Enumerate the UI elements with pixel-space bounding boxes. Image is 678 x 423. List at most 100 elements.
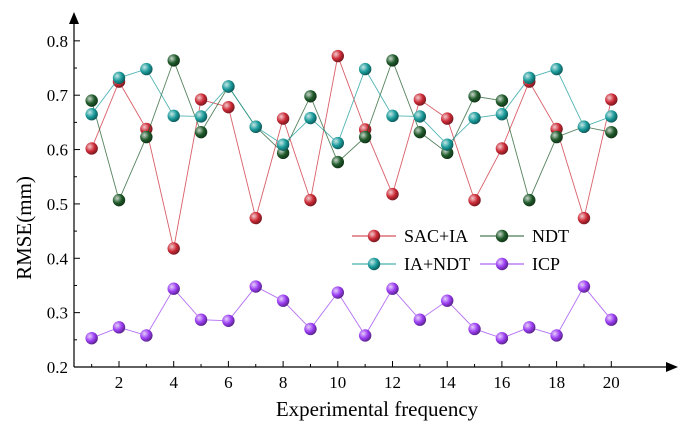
data-point-icp (167, 282, 180, 295)
data-point-ndt (468, 90, 481, 103)
y-tick-label: 0.2 (47, 358, 68, 377)
data-point-icp (550, 329, 563, 342)
x-tick-label: 8 (279, 373, 288, 392)
data-point-ndt (605, 125, 618, 139)
data-point-icp (358, 329, 372, 342)
data-point-ia-ndt (140, 62, 153, 76)
data-point-ia-ndt (577, 120, 591, 133)
data-point-ndt (358, 130, 372, 144)
y-axis-title: RMSE(mm) (12, 176, 36, 280)
data-point-ia-ndt (222, 80, 235, 93)
data-point-ia-ndt (167, 109, 180, 123)
legend-item-icp: ICP (480, 254, 560, 274)
data-point-icp (331, 286, 344, 299)
data-point-sac-ia (304, 193, 317, 207)
x-tick-label: 6 (224, 373, 233, 392)
data-point-sac-ia (386, 187, 399, 201)
data-point-sac-ia (167, 242, 180, 255)
x-tick-label: 4 (169, 373, 178, 392)
data-point-sac-ia (577, 211, 591, 225)
data-point-icp (386, 282, 399, 295)
legend-item-sac-ia: SAC+IA (352, 226, 468, 246)
x-tick-label: 10 (329, 373, 346, 392)
series-ia-ndt (85, 62, 618, 151)
data-point-ndt (194, 125, 208, 139)
series-ndt (85, 54, 618, 207)
data-point-icp (523, 321, 536, 334)
data-point-ia-ndt (605, 110, 618, 123)
data-point-icp (495, 331, 509, 345)
x-tick-label: 14 (439, 373, 457, 392)
data-point-icp (304, 322, 317, 336)
data-point-ia-ndt (358, 62, 372, 76)
data-point-ndt (495, 94, 509, 107)
data-point-ndt (167, 54, 180, 67)
data-point-ia-ndt (441, 138, 454, 151)
data-point-ia-ndt (468, 111, 481, 125)
y-tick-label: 0.6 (47, 141, 68, 160)
axes: 2 4 6 8 10 12 14 16 18 20 0.2 0.3 0.4 0.5 0.6 0.7 0.8 (47, 12, 678, 392)
data-point-sac-ia (413, 93, 427, 106)
y-axis-arrow (69, 12, 79, 24)
legend-marker (367, 229, 381, 243)
data-point-icp (249, 280, 262, 293)
y-tick-label: 0.4 (47, 249, 69, 268)
legend-item-ndt: NDT (480, 226, 569, 246)
y-tick-label: 0.5 (47, 195, 68, 214)
data-point-icp (468, 322, 481, 336)
data-point-icp (140, 329, 153, 342)
series-line-sac-ia (91, 54, 612, 249)
data-point-ndt (413, 125, 427, 139)
data-point-icp (413, 313, 427, 326)
data-point-sac-ia (441, 112, 454, 125)
data-point-ndt (523, 193, 536, 207)
data-point-icp (222, 314, 235, 327)
data-point-ia-ndt (523, 71, 536, 85)
data-point-ia-ndt (386, 109, 399, 123)
data-point-ia-ndt (276, 138, 290, 151)
data-point-ndt (140, 130, 153, 144)
legend-marker (495, 229, 509, 243)
data-point-icp (85, 331, 98, 345)
x-tick-label: 2 (115, 373, 124, 392)
data-point-ia-ndt (413, 110, 427, 123)
x-tick-label: 18 (548, 373, 565, 392)
data-point-ia-ndt (194, 110, 208, 123)
data-point-ndt (85, 94, 98, 107)
data-point-icp (577, 280, 591, 293)
data-point-ia-ndt (495, 108, 509, 121)
x-axis-arrow (666, 362, 678, 372)
legend-label: ICP (532, 254, 560, 274)
data-point-ia-ndt (304, 111, 317, 125)
legend: SAC+IA NDT IA+NDT ICP (352, 226, 569, 274)
data-point-sac-ia (331, 49, 344, 63)
data-point-icp (441, 294, 454, 307)
data-point-icp (194, 313, 208, 326)
data-point-sac-ia (495, 142, 509, 155)
data-point-ndt (331, 155, 344, 169)
data-point-ndt (304, 90, 317, 103)
data-point-ia-ndt (249, 120, 262, 133)
data-point-sac-ia (85, 142, 98, 155)
data-point-ia-ndt (550, 62, 563, 76)
legend-marker (367, 257, 381, 271)
data-point-icp (605, 313, 618, 326)
data-point-sac-ia (276, 112, 290, 125)
plot-area (85, 49, 618, 345)
legend-marker (495, 257, 509, 271)
data-point-icp (112, 321, 126, 334)
data-point-ndt (112, 193, 126, 207)
legend-item-ia-ndt: IA+NDT (352, 254, 470, 274)
y-tick-label: 0.3 (47, 304, 68, 323)
data-point-sac-ia (605, 93, 618, 106)
data-point-sac-ia (194, 93, 208, 106)
data-point-sac-ia (249, 211, 262, 225)
data-point-sac-ia (222, 100, 235, 114)
data-point-sac-ia (468, 193, 481, 207)
y-tick-label: 0.7 (47, 86, 69, 105)
data-point-ia-ndt (85, 108, 98, 121)
data-point-icp (276, 294, 290, 307)
data-point-ndt (550, 130, 563, 144)
series-icp (85, 280, 618, 345)
